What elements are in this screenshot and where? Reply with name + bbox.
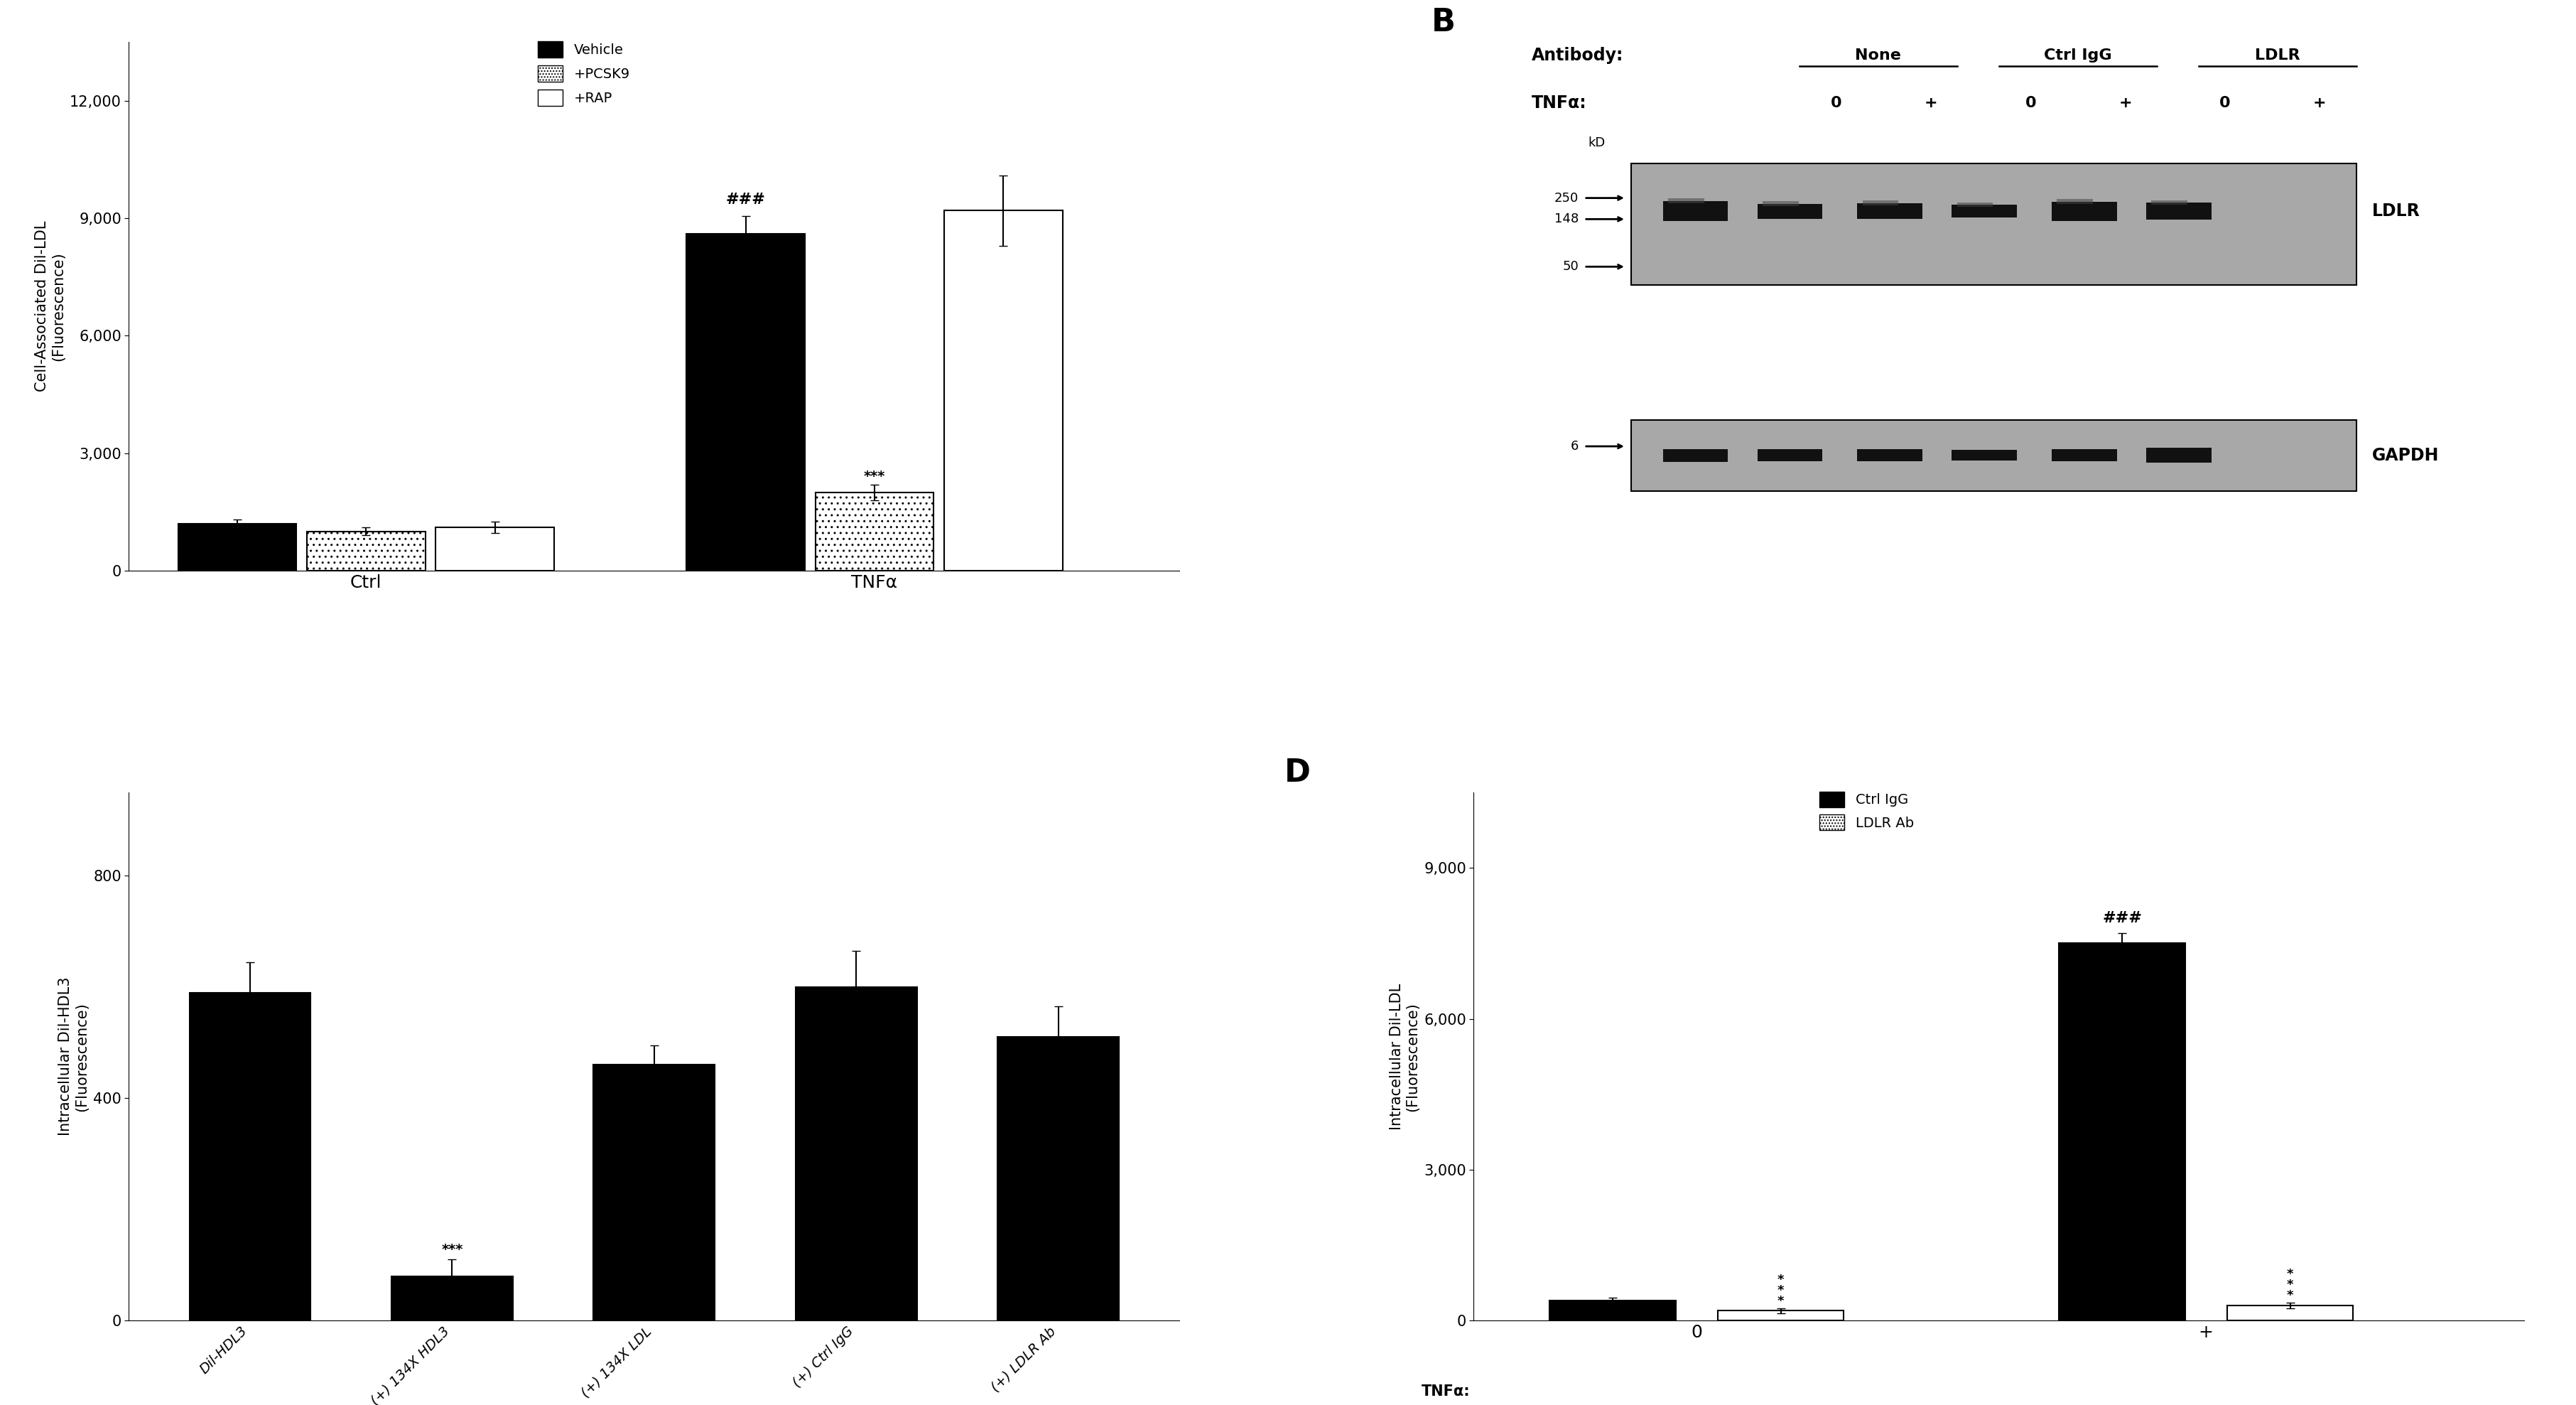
Bar <box>1953 450 2017 461</box>
Text: +: + <box>2313 96 2326 110</box>
Text: +: + <box>1924 96 1937 110</box>
Bar <box>1631 163 2357 285</box>
Bar <box>1718 1311 1844 1321</box>
Bar <box>307 531 425 570</box>
Text: TNFα:: TNFα: <box>1533 94 1587 111</box>
Text: ***: *** <box>863 471 886 483</box>
Bar <box>2151 200 2187 205</box>
Bar <box>2146 448 2210 462</box>
Bar <box>1757 204 1824 219</box>
Y-axis label: Intracellular Dil-HDL3
(Fluorescence): Intracellular Dil-HDL3 (Fluorescence) <box>59 976 90 1137</box>
Text: None: None <box>1855 48 1901 62</box>
Bar <box>1664 201 1728 221</box>
Text: LDLR: LDLR <box>2254 48 2300 62</box>
Text: Antibody:: Antibody: <box>1533 46 1623 63</box>
Text: *
*
*: * * * <box>1777 1273 1785 1308</box>
Text: *
*
*: * * * <box>2287 1267 2293 1302</box>
Bar <box>2056 200 2092 204</box>
Bar <box>1762 201 1798 207</box>
Bar <box>1757 450 1824 461</box>
Bar <box>1862 201 1899 205</box>
Text: D: D <box>1285 757 1311 788</box>
Text: +: + <box>2117 96 2133 110</box>
Text: GAPDH: GAPDH <box>2372 447 2439 464</box>
Bar <box>392 1276 513 1321</box>
Bar <box>2146 202 2210 219</box>
Bar <box>2050 450 2117 461</box>
Bar <box>943 211 1061 570</box>
Bar <box>997 1037 1118 1321</box>
Bar <box>2058 943 2184 1321</box>
Bar <box>191 992 312 1321</box>
Bar <box>1857 204 1922 219</box>
Bar <box>1551 1301 1674 1321</box>
Text: kD: kD <box>1587 136 1605 149</box>
Bar <box>435 527 554 570</box>
Bar <box>1669 198 1703 204</box>
Bar <box>592 1065 714 1321</box>
Y-axis label: Intracellular Dil-LDL
(Fluorescence): Intracellular Dil-LDL (Fluorescence) <box>1388 983 1419 1130</box>
Text: 0: 0 <box>1832 96 1842 110</box>
Text: B: B <box>1432 7 1455 38</box>
Bar <box>685 233 804 570</box>
Bar <box>1664 450 1728 462</box>
Legend: Vehicle, +PCSK9, +RAP: Vehicle, +PCSK9, +RAP <box>536 38 634 108</box>
Text: ###: ### <box>2102 910 2141 926</box>
Bar <box>1857 450 1922 461</box>
Text: Ctrl IgG: Ctrl IgG <box>2043 48 2112 62</box>
Text: LDLR: LDLR <box>2372 202 2421 219</box>
Bar <box>178 524 296 570</box>
Text: 148: 148 <box>1553 212 1579 226</box>
Bar <box>1953 205 2017 218</box>
Text: 250: 250 <box>1553 191 1579 204</box>
Bar <box>796 988 917 1321</box>
Bar <box>1958 202 1994 207</box>
Text: TNFα:: TNFα: <box>1422 1384 1471 1398</box>
Legend: Ctrl IgG, LDLR Ab: Ctrl IgG, LDLR Ab <box>1816 788 1917 833</box>
Text: ###: ### <box>726 192 765 207</box>
Text: 0: 0 <box>2221 96 2231 110</box>
Bar <box>2050 202 2117 221</box>
Text: 6: 6 <box>1571 440 1579 452</box>
Bar <box>814 492 933 570</box>
Y-axis label: Cell-Associated Dil-LDL
(Fluorescence): Cell-Associated Dil-LDL (Fluorescence) <box>36 221 64 392</box>
Text: 50: 50 <box>1564 260 1579 273</box>
Bar <box>2228 1305 2354 1321</box>
Bar <box>1631 420 2357 492</box>
Text: 0: 0 <box>2025 96 2035 110</box>
Text: ***: *** <box>440 1243 464 1256</box>
